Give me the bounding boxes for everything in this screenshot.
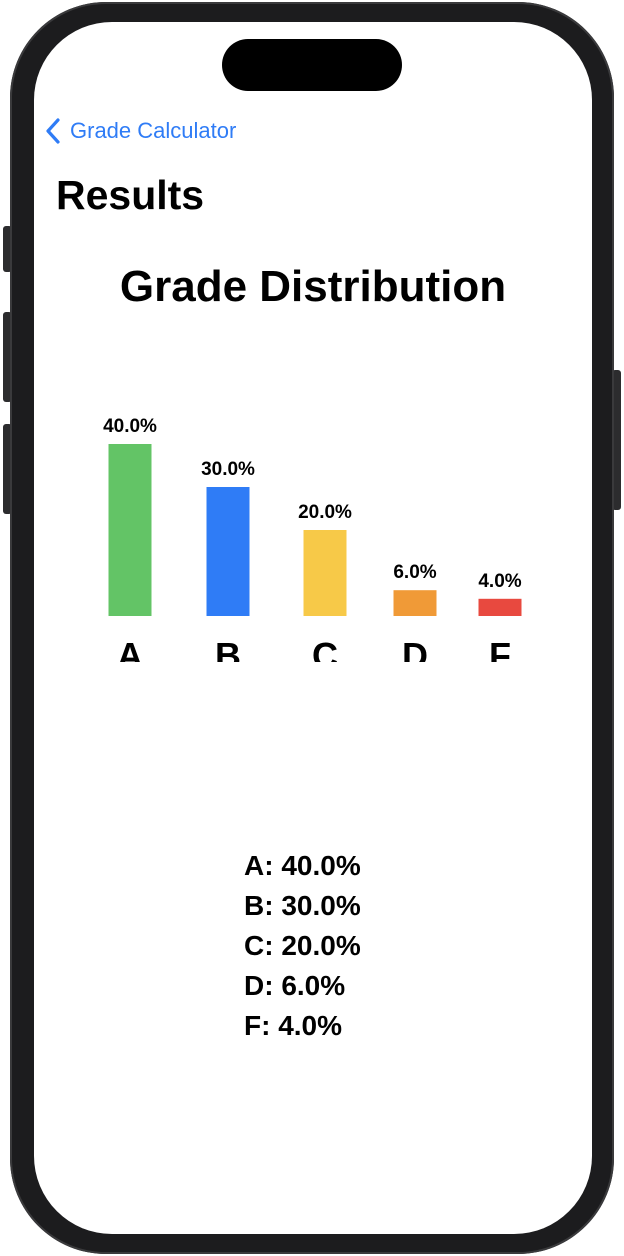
- summary-row-f: F: 4.0%: [244, 1010, 343, 1041]
- bar-value-label-b: 30.0%: [201, 459, 255, 480]
- bar-chart-svg: 40.0% A 30.0% B 20.0% C 6.0% D 4.0% F: [103, 416, 522, 662]
- bar-f: [478, 598, 522, 616]
- summary-row-b: B: 30.0%: [244, 890, 361, 921]
- category-label-f: F: [489, 635, 511, 662]
- dynamic-island: [222, 39, 402, 91]
- category-label-c: C: [312, 635, 338, 662]
- category-label-a: A: [117, 635, 143, 662]
- category-label-d: D: [402, 635, 428, 662]
- chevron-left-icon: [44, 117, 62, 145]
- summary-row-a: A: 40.0%: [244, 850, 361, 881]
- summary-row-c: C: 20.0%: [244, 930, 361, 961]
- chart-title: Grade Distribution: [119, 262, 507, 311]
- bar-c: [303, 530, 347, 616]
- category-label-b: B: [215, 635, 241, 662]
- bar-value-label-c: 20.0%: [298, 502, 352, 523]
- bar-value-label-d: 6.0%: [393, 562, 436, 583]
- bar-a: [108, 444, 152, 616]
- volume-down-button: [3, 424, 12, 514]
- bar-value-label-a: 40.0%: [103, 416, 157, 437]
- back-button[interactable]: Grade Calculator: [44, 116, 236, 146]
- summary-row-d: D: 6.0%: [244, 970, 346, 1001]
- summary-list: A: 40.0% B: 30.0% C: 20.0% D: 6.0% F: 4.…: [244, 846, 361, 1046]
- bar-d: [393, 590, 437, 616]
- power-button: [612, 370, 621, 510]
- bar-value-label-f: 4.0%: [478, 571, 521, 592]
- volume-up-button: [3, 312, 12, 402]
- bar-b: [206, 487, 250, 616]
- action-button: [3, 226, 12, 272]
- page-title: Results: [56, 172, 205, 218]
- screen: Grade Calculator Results Grade Distribut…: [34, 22, 592, 1234]
- back-button-label: Grade Calculator: [70, 118, 237, 143]
- grade-distribution-chart: 40.0% A 30.0% B 20.0% C 6.0% D 4.0% F: [34, 382, 592, 662]
